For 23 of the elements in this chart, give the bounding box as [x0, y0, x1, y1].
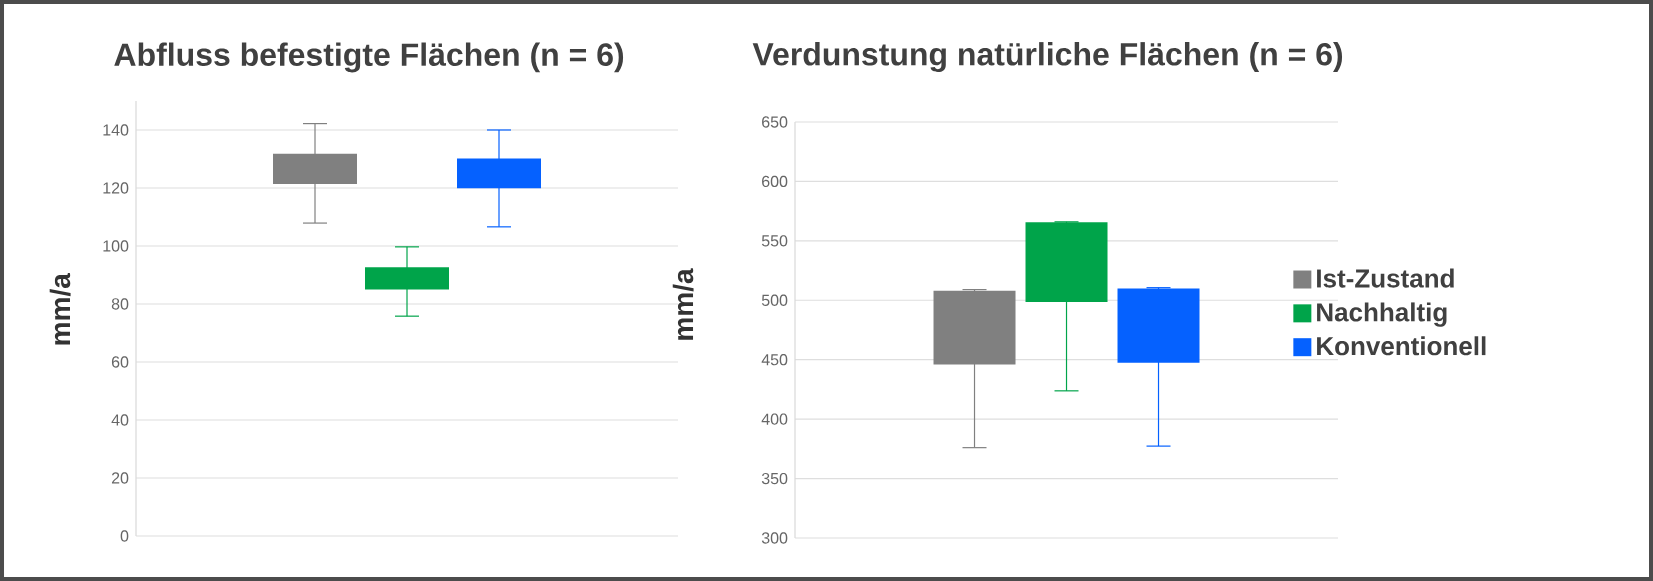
y-tick-label: 350 [761, 472, 788, 485]
y-tick-label: 80 [111, 298, 129, 310]
legend-label: Ist-Zustand [1317, 268, 1454, 288]
chart-title: Abfluss befestigte Flächen (n = 6) [114, 42, 624, 73]
y-axis-title: mm/a [672, 268, 694, 340]
legend-label: Konventionell [1317, 336, 1486, 356]
y-tick-label: 0 [120, 530, 129, 542]
chart-title: Verdunstung natürliche Flächen (n = 6) [752, 42, 1343, 73]
y-axis-title: mm/a [49, 273, 71, 345]
y-tick-label: 60 [111, 356, 129, 368]
y-tick-label: 20 [111, 472, 129, 484]
y-tick-label: 100 [103, 240, 129, 252]
y-tick-label: 500 [761, 294, 788, 306]
y-tick-label: 120 [103, 182, 129, 194]
legend-label: Nachhaltig [1317, 302, 1447, 327]
y-tick-label: 140 [103, 124, 129, 136]
y-tick-label: 300 [761, 532, 788, 544]
y-tick-label: 600 [762, 175, 788, 188]
y-tick-label: 450 [761, 354, 788, 366]
y-tick-label: 550 [761, 235, 788, 247]
y-tick-label: 400 [761, 413, 788, 425]
y-tick-label: 650 [762, 116, 788, 128]
y-tick-label: 40 [111, 414, 129, 426]
